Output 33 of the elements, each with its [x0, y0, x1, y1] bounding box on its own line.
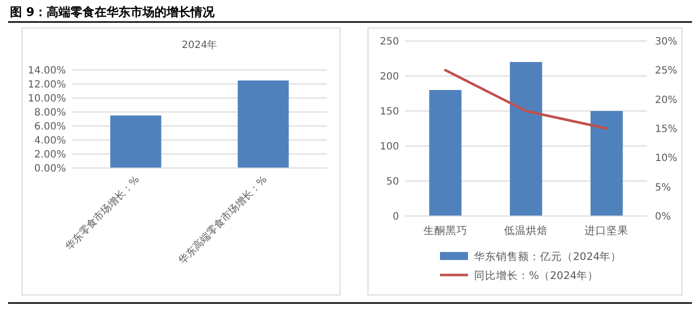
y-tick-label: 50 — [386, 176, 399, 188]
y-tick-label: 4.00% — [34, 136, 66, 146]
chart-subtitle: 2024年 — [182, 39, 218, 51]
y-tick-label: 250 — [380, 36, 399, 48]
x-tick-label: 低温烘焙 — [504, 224, 548, 237]
y2-tick-label: 25% — [655, 66, 678, 77]
y2-tick-label: 20% — [655, 94, 678, 106]
y-tick-label: 0.00% — [34, 164, 66, 174]
y2-tick-label: 0% — [655, 212, 671, 222]
y-tick-label: 6.00% — [34, 122, 66, 132]
bar — [510, 62, 542, 216]
y-tick-label: 2.00% — [34, 150, 66, 160]
legend-label: 同比增长：%（2024年） — [474, 269, 599, 282]
y-tick-label: 8.00% — [34, 108, 66, 118]
y2-tick-label: 10% — [655, 153, 678, 164]
bar — [429, 90, 462, 216]
y-tick-label: 14.00% — [28, 66, 66, 76]
y-tick-label: 12.00% — [28, 80, 66, 90]
chart-title: 图 9：高端零食在华东市场的增长情况 — [10, 5, 216, 19]
y-tick-label: 0 — [392, 212, 399, 222]
y-tick-label: 10.00% — [28, 94, 66, 104]
y2-tick-label: 30% — [655, 36, 678, 48]
y2-tick-label: 5% — [655, 182, 671, 194]
bar — [590, 111, 623, 216]
x-tick-label: 华东高端零食市场增长：% — [176, 174, 270, 267]
y-tick-label: 100 — [380, 142, 399, 152]
legend-label: 华东销售额：亿元（2024年） — [474, 250, 622, 263]
y2-tick-label: 15% — [655, 124, 678, 135]
x-tick-label: 生酮黑巧 — [423, 224, 468, 237]
x-tick-label: 华东零食市场增长：% — [63, 174, 142, 252]
y-tick-label: 200 — [380, 72, 399, 82]
x-tick-label: 进口坚果 — [584, 224, 629, 237]
y-tick-label: 150 — [380, 106, 399, 118]
